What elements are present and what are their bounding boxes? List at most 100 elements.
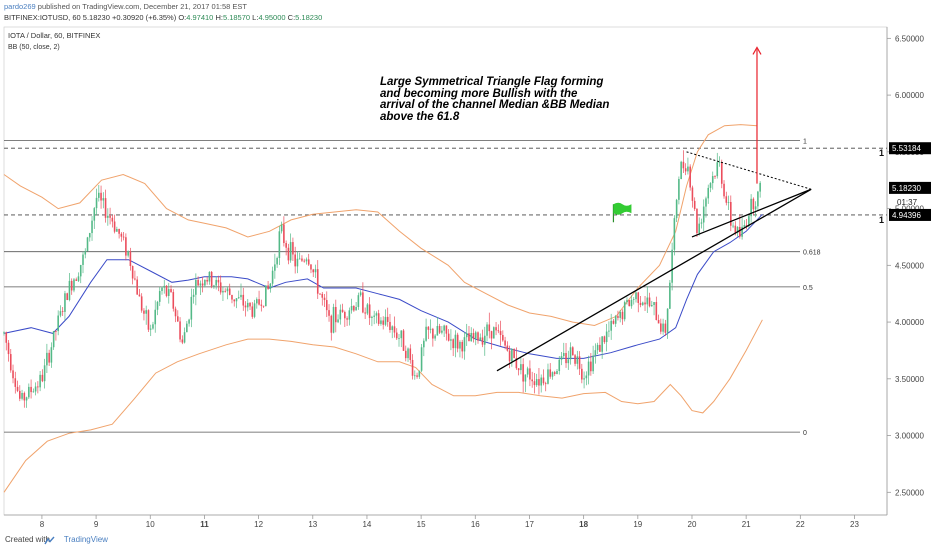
candle-body (533, 381, 536, 386)
candle-body (581, 368, 583, 380)
candle-body (486, 324, 488, 336)
candle-body (134, 278, 136, 280)
candle-body (66, 293, 69, 301)
price-tags: 5.53184 4.94396 5.18230 01:37 (889, 142, 931, 221)
candle-body (556, 371, 558, 374)
level-price-label: 4.94396 (892, 211, 921, 220)
candle-body (104, 198, 107, 218)
open-label: O: (178, 13, 187, 22)
candle-body (454, 334, 457, 349)
candle-body (100, 192, 102, 201)
candle-body (274, 264, 276, 271)
candle-body (669, 282, 671, 309)
candle-body (330, 315, 333, 333)
open-value: 4.97410 (186, 13, 214, 22)
candle-body (213, 285, 215, 287)
candle-body (693, 200, 696, 209)
candle-body (359, 292, 362, 296)
close-value: 5.18230 (295, 13, 323, 22)
candle-body (253, 303, 256, 317)
candle-body (262, 305, 265, 307)
candle-body (84, 251, 87, 255)
candle-body (675, 199, 678, 219)
candle-body (163, 285, 166, 288)
candle-body (368, 304, 371, 318)
bb-lower-line (3, 319, 763, 493)
candle-body (231, 294, 233, 300)
candle-body (353, 306, 355, 311)
candle-body (743, 225, 746, 227)
candle-body (127, 251, 129, 256)
candle-body (251, 306, 254, 317)
candle-body (362, 292, 364, 313)
candle-body (736, 226, 739, 233)
footer-credit: Created with TradingView (5, 535, 108, 544)
candle-body (102, 198, 105, 201)
annotation-text[interactable]: Large Symmetrical Triangle Flag forming … (380, 76, 610, 123)
fib-label: 0 (803, 430, 807, 437)
time-axis[interactable]: 8 9 10 11 12 13 14 15 16 17 18 19 20 21 22 23 (40, 515, 860, 529)
trendlines[interactable] (496, 151, 812, 372)
candle-body (608, 330, 610, 332)
candle-body (224, 290, 227, 292)
candle-body (177, 316, 179, 322)
target-arrow[interactable] (752, 46, 762, 184)
candle-body (235, 298, 238, 302)
candle-body (432, 328, 434, 339)
candle-body (138, 294, 141, 297)
author-link[interactable]: pardo269 (4, 2, 36, 11)
candle-body (723, 183, 725, 197)
candle-body (186, 323, 188, 333)
candle-body (195, 279, 197, 295)
candle-body (567, 359, 570, 364)
candle-body (61, 311, 64, 312)
flag-marker[interactable] (612, 202, 632, 223)
candle-body (181, 339, 184, 343)
candle-body (711, 176, 714, 184)
tradingview-brand[interactable]: TradingView (63, 535, 108, 544)
candle-body (107, 215, 109, 218)
high-label: H: (215, 13, 223, 22)
x-tick-label: 17 (525, 520, 534, 529)
candle-body (560, 356, 563, 360)
candle-body (707, 187, 710, 199)
candle-body (140, 296, 143, 311)
candle-body (594, 350, 597, 356)
candle-body (714, 176, 716, 177)
candle-body (411, 359, 414, 376)
trendline (691, 188, 812, 238)
x-tick-label: 9 (94, 520, 99, 529)
candle-body (384, 316, 387, 325)
candle-body (637, 292, 640, 303)
candle-body (183, 332, 186, 343)
candle-body (371, 316, 373, 318)
symbol-name: BITFINEX:IOTUSD, 60 (4, 13, 81, 22)
candle-body (673, 218, 676, 250)
candle-body (745, 225, 748, 227)
price-axis[interactable]: 2.500003.000003.500004.000004.500005.000… (887, 34, 924, 497)
candle-body (50, 347, 53, 363)
x-tick-label: 21 (742, 520, 751, 529)
candle-body (705, 198, 707, 207)
candle-body (626, 300, 628, 303)
candle-body (727, 202, 730, 203)
candle-body (77, 276, 80, 281)
candle-body (197, 279, 199, 286)
candle-body (86, 237, 89, 252)
candle-body (741, 226, 743, 237)
candle-body (91, 220, 93, 234)
y-tick-label: 6.00000 (895, 91, 924, 100)
candle-body (702, 206, 705, 223)
candle-body (59, 311, 62, 316)
candle-body (601, 336, 603, 352)
candle-body (149, 328, 152, 330)
candle-body (375, 313, 378, 316)
candle-body (635, 292, 637, 300)
candle-body (592, 355, 594, 372)
candle-body (520, 364, 522, 371)
publish-info: pardo269 published on TradingView.com, D… (4, 2, 247, 11)
candle-body (158, 291, 161, 302)
candle-body (190, 296, 193, 320)
candle-body (540, 377, 543, 386)
